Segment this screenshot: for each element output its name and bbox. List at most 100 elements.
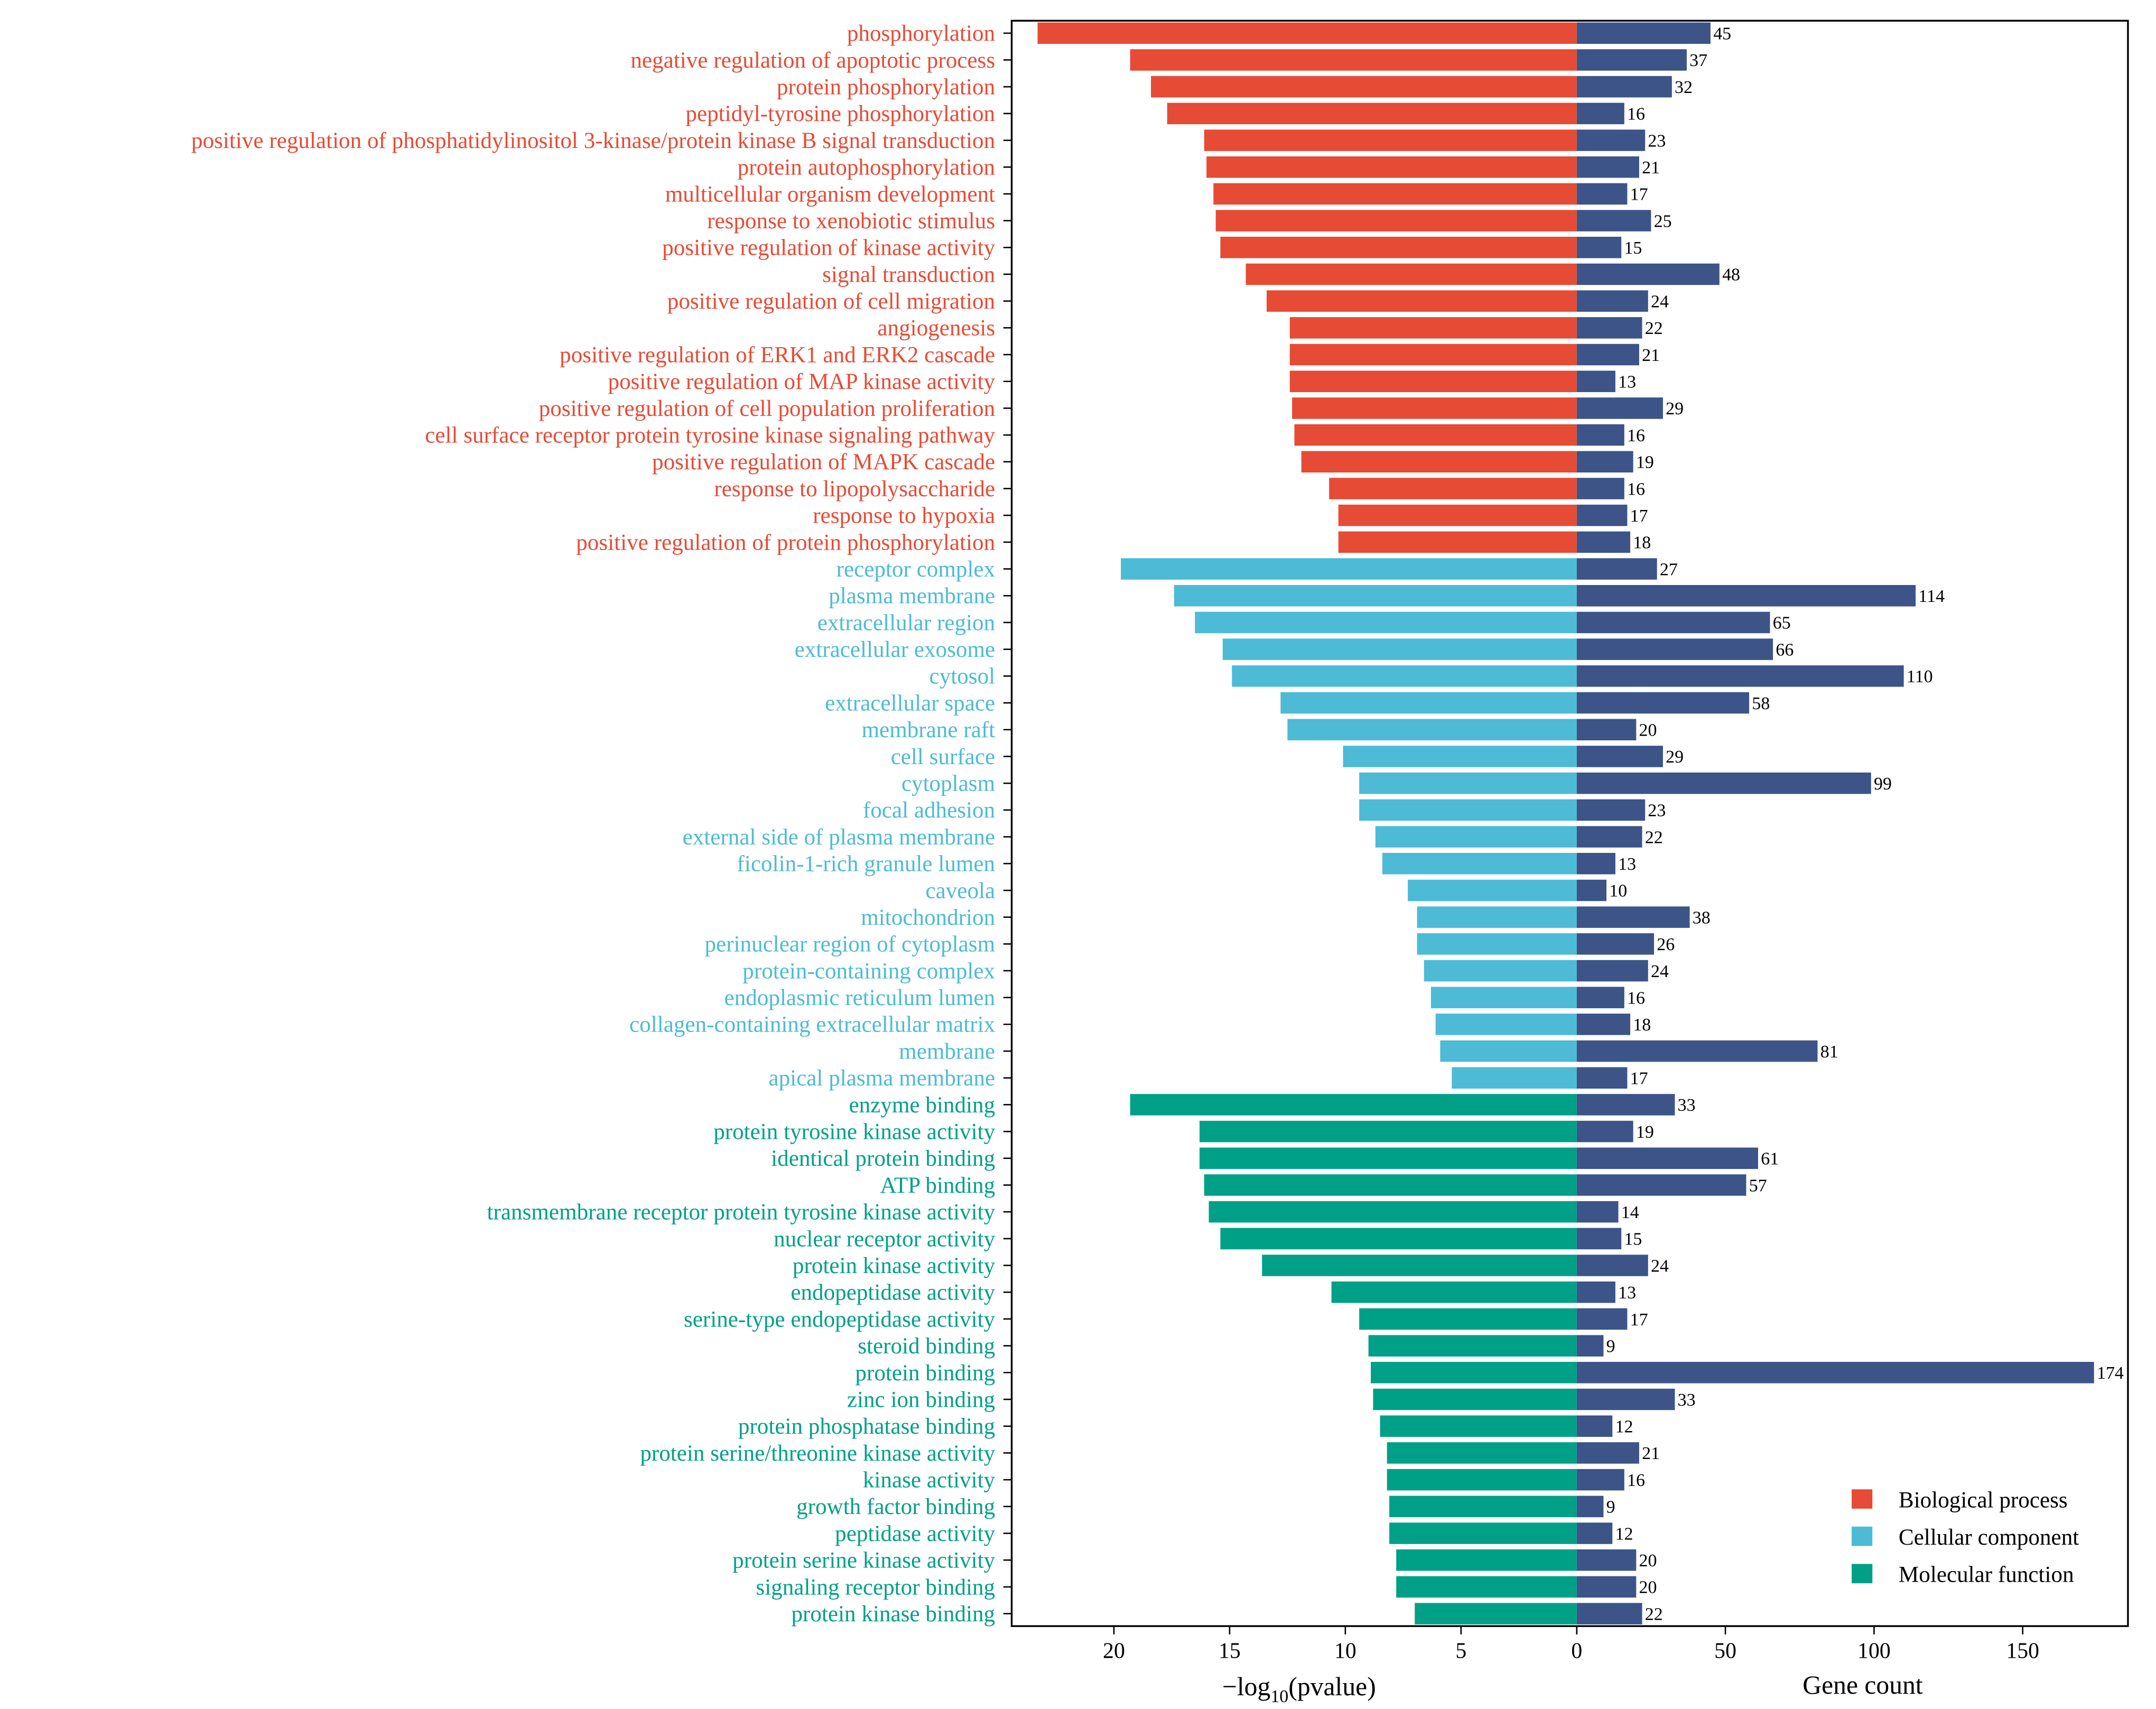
gene-count-bar xyxy=(1576,129,1646,151)
term-label: endoplasmic reticulum lumen xyxy=(724,986,996,1010)
pvalue-bar xyxy=(1387,1469,1577,1491)
term-label: protein kinase activity xyxy=(793,1253,996,1278)
pvalue-bar xyxy=(1294,424,1577,446)
bars-layer: 45 phosphorylation 37 negative regulation o… xyxy=(191,21,2124,1627)
gene-count-bar xyxy=(1576,451,1633,473)
pvalue-bar xyxy=(1266,290,1577,312)
gene-count-bar xyxy=(1576,370,1615,393)
gene-count-label: 17 xyxy=(1630,1069,1648,1089)
left-xlabel-prefix: −log xyxy=(1222,1672,1270,1701)
term-label: mitochondrion xyxy=(861,905,995,930)
pvalue-bar xyxy=(1262,1255,1577,1276)
gene-count-bar xyxy=(1576,906,1690,928)
gene-count-bar xyxy=(1576,531,1631,553)
pvalue-bar xyxy=(1195,611,1577,634)
pvalue-bar xyxy=(1452,1067,1577,1089)
gene-count-bar xyxy=(1576,665,1904,687)
gene-count-label: 13 xyxy=(1618,855,1636,874)
pvalue-bar xyxy=(1151,76,1577,98)
pvalue-bar xyxy=(1389,1496,1577,1518)
gene-count-label: 23 xyxy=(1648,801,1666,821)
term-label: cytosol xyxy=(930,664,996,689)
pvalue-bar xyxy=(1387,1442,1577,1464)
pvalue-bar xyxy=(1289,317,1577,339)
pvalue-bar xyxy=(1331,1281,1577,1303)
term-label: caveola xyxy=(925,878,995,903)
gene-count-bar xyxy=(1576,1549,1637,1571)
gene-count-label: 13 xyxy=(1618,1283,1636,1303)
term-label: protein-containing complex xyxy=(742,959,995,983)
gene-count-label: 174 xyxy=(2097,1363,2124,1383)
gene-count-bar xyxy=(1576,1603,1642,1624)
legend-label: Cellular component xyxy=(1899,1525,2079,1550)
legend-swatch xyxy=(1852,1564,1873,1584)
pvalue-bar xyxy=(1301,451,1577,473)
gene-count-label: 22 xyxy=(1645,1604,1663,1624)
gene-count-label: 19 xyxy=(1636,1122,1654,1142)
term-label: perinuclear region of cytoplasm xyxy=(704,932,995,957)
term-label: positive regulation of phosphatidylinosi… xyxy=(191,128,995,153)
gene-count-label: 21 xyxy=(1642,158,1660,178)
pvalue-bar xyxy=(1121,558,1577,580)
gene-count-label: 16 xyxy=(1627,426,1645,445)
term-label: multicellular organism development xyxy=(665,182,995,207)
gene-count-label: 24 xyxy=(1651,962,1669,981)
term-label: signaling receptor binding xyxy=(756,1575,995,1600)
term-label: kinase activity xyxy=(863,1468,996,1493)
term-label: positive regulation of cell migration xyxy=(667,289,995,314)
gene-count-bar xyxy=(1576,558,1657,580)
gene-count-bar xyxy=(1576,1576,1637,1598)
pvalue-bar xyxy=(1408,879,1577,902)
term-label: collagen-containing extracellular matrix xyxy=(629,1013,996,1037)
gene-count-bar xyxy=(1576,424,1624,446)
gene-count-label: 24 xyxy=(1651,1256,1669,1276)
pvalue-bar xyxy=(1373,1388,1577,1410)
right-x-tick-label: 50 xyxy=(1714,1639,1736,1663)
gene-count-bar xyxy=(1576,960,1648,982)
gene-count-label: 21 xyxy=(1642,346,1660,365)
term-label: protein kinase binding xyxy=(791,1602,995,1627)
pvalue-bar xyxy=(1389,1522,1577,1544)
term-label: steroid binding xyxy=(858,1334,995,1359)
pvalue-bar xyxy=(1371,1362,1577,1383)
gene-count-label: 21 xyxy=(1642,1444,1660,1463)
gene-count-bar xyxy=(1576,210,1651,231)
gene-count-bar xyxy=(1576,103,1624,125)
pvalue-bar xyxy=(1359,1308,1577,1330)
pvalue-bar xyxy=(1359,799,1577,821)
gene-count-bar xyxy=(1576,1067,1628,1089)
gene-count-bar xyxy=(1576,343,1639,366)
gene-count-label: 20 xyxy=(1639,1551,1657,1571)
right-x-axis-label: Gene count xyxy=(1802,1670,1923,1699)
gene-count-label: 18 xyxy=(1633,533,1651,553)
legend-label: Molecular function xyxy=(1899,1562,2074,1587)
term-label: apical plasma membrane xyxy=(768,1066,995,1091)
left-x-axis-label: −log10(pvalue) xyxy=(1222,1672,1376,1706)
gene-count-bar xyxy=(1576,1040,1818,1062)
gene-count-label: 14 xyxy=(1621,1203,1639,1222)
term-label: serine-type endopeptidase activity xyxy=(684,1307,996,1332)
legend-label: Biological process xyxy=(1899,1488,2068,1512)
gene-count-label: 27 xyxy=(1660,560,1678,579)
pvalue-bar xyxy=(1396,1549,1577,1571)
gene-count-label: 16 xyxy=(1627,1471,1645,1490)
gene-count-label: 18 xyxy=(1633,1015,1651,1035)
left-x-tick-label: 0 xyxy=(1571,1639,1582,1663)
term-label: enzyme binding xyxy=(849,1093,995,1118)
gene-count-label: 12 xyxy=(1615,1417,1633,1437)
gene-count-label: 22 xyxy=(1645,319,1663,338)
gene-count-bar xyxy=(1576,1362,2094,1383)
gene-count-bar xyxy=(1576,611,1770,634)
gene-count-bar xyxy=(1576,1255,1648,1276)
pvalue-bar xyxy=(1287,719,1577,741)
gene-count-label: 58 xyxy=(1752,694,1770,713)
gene-count-label: 29 xyxy=(1666,747,1684,767)
gene-count-bar xyxy=(1576,1094,1675,1116)
pvalue-bar xyxy=(1280,692,1577,714)
gene-count-label: 33 xyxy=(1678,1095,1696,1115)
gene-count-label: 22 xyxy=(1645,828,1663,847)
gene-count-bar xyxy=(1576,504,1628,526)
gene-count-bar xyxy=(1576,585,1916,607)
gene-count-label: 114 xyxy=(1918,587,1945,606)
term-label: nuclear receptor activity xyxy=(774,1227,995,1251)
